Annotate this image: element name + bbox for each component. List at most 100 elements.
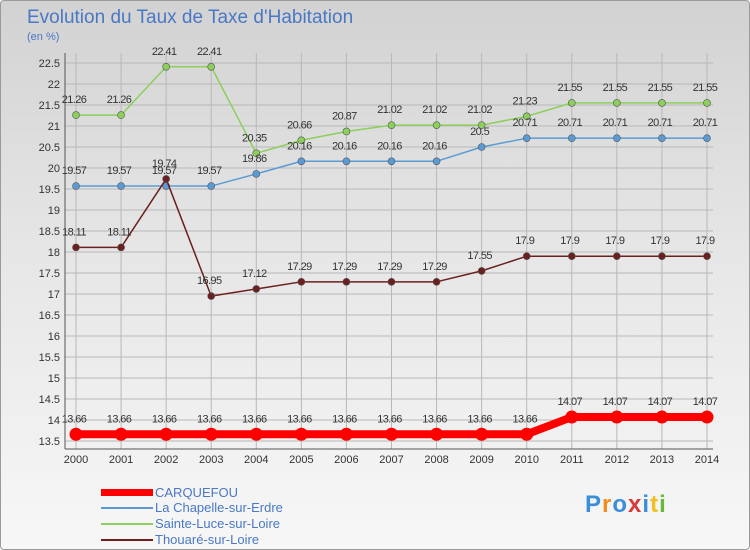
data-point (567, 134, 576, 142)
data-point (520, 427, 534, 441)
series-group (69, 62, 714, 441)
data-label: 20.35 (242, 132, 267, 144)
y-tick-label: 22.5 (39, 58, 60, 70)
data-label: 17.55 (467, 250, 492, 262)
data-point (162, 62, 170, 71)
data-label: 17.29 (422, 261, 447, 273)
data-point (72, 111, 80, 119)
data-point (117, 243, 125, 252)
y-tick-label: 20 (48, 163, 60, 175)
data-point (658, 134, 666, 142)
data-point (658, 99, 666, 107)
data-point (658, 252, 666, 260)
data-point (432, 121, 441, 129)
data-label: 21.26 (62, 94, 87, 106)
data-label: 20.5 (470, 126, 489, 138)
data-point (207, 292, 216, 300)
data-label: 18.11 (62, 226, 86, 238)
data-point (522, 112, 531, 121)
x-tick-label: 2001 (109, 454, 133, 466)
data-label: 14.07 (558, 396, 583, 408)
data-label: 13.66 (467, 413, 492, 425)
x-tick-label: 2011 (560, 454, 584, 466)
data-point (159, 427, 173, 441)
data-label: 21.55 (648, 82, 673, 94)
legend-label: CARQUEFOU (155, 485, 239, 500)
logo-letter: i (642, 491, 651, 518)
data-point (700, 410, 714, 424)
data-label: 22.41 (152, 46, 177, 58)
data-point (475, 427, 489, 441)
data-label: 17.12 (242, 268, 267, 280)
data-point (342, 157, 351, 166)
data-point (342, 278, 351, 286)
x-tick-label: 2013 (650, 454, 674, 466)
data-label: 13.66 (107, 413, 132, 425)
x-tick-label: 2009 (469, 454, 493, 466)
data-point (385, 427, 398, 441)
data-label: 17.9 (650, 235, 669, 247)
data-point (430, 427, 444, 441)
x-tick-label: 2012 (605, 454, 629, 466)
logo-letter: t (650, 491, 660, 518)
y-tick-label: 21 (48, 121, 60, 133)
data-point (703, 99, 711, 107)
data-label: 17.9 (515, 235, 534, 247)
y-tick-label: 16.5 (39, 310, 60, 322)
logo-letter: i (659, 491, 667, 518)
data-point (69, 427, 83, 441)
axes: 13.5 14 14.5 15 15.5 16 16.5 17 17.5 18 18.5 19 19.5… (39, 53, 719, 466)
data-point (432, 278, 441, 286)
data-label: 19.57 (62, 165, 87, 177)
data-point (342, 127, 351, 136)
data-label: 19.74 (152, 158, 177, 170)
data-point (252, 149, 261, 158)
data-point (610, 410, 624, 424)
y-tick-label: 14.5 (39, 394, 60, 406)
data-point (387, 157, 396, 166)
proxiti-logo: Proxiti (585, 491, 667, 519)
y-tick-label: 14 (48, 415, 60, 427)
x-tick-label: 2003 (199, 454, 223, 466)
data-label: 21.55 (558, 82, 583, 94)
legend-swatch (101, 489, 153, 496)
data-label: 17.29 (287, 261, 312, 273)
y-tick-label: 18.5 (39, 226, 60, 238)
data-label: 20.71 (603, 117, 628, 129)
data-label: 19.86 (242, 153, 267, 165)
y-tick-label: 17 (48, 289, 60, 301)
data-label: 20.71 (512, 117, 537, 129)
data-point (207, 62, 216, 71)
data-label: 13.66 (197, 413, 222, 425)
y-tick-label: 19 (48, 205, 60, 217)
data-label: 20.16 (287, 140, 312, 152)
x-tick-label: 2010 (514, 454, 538, 466)
legend-item-thouare-sur-loire: Thouaré-sur-Loire (101, 532, 259, 547)
series-la-chapelle-sur-erdre (72, 134, 711, 190)
data-label: 18.11 (107, 226, 131, 238)
logo-letter: r (602, 491, 613, 518)
data-label: 13.66 (242, 413, 267, 425)
y-tick-label: 21.5 (39, 100, 60, 112)
y-tick-label: 18 (48, 247, 60, 259)
legend-label: La Chapelle-sur-Erdre (155, 500, 283, 515)
logo-letter: x (628, 491, 643, 518)
data-label: 17.9 (560, 235, 579, 247)
data-point (567, 99, 576, 107)
series-sainte-luce-sur-loire (72, 62, 711, 158)
data-point (613, 99, 621, 107)
data-point (297, 278, 306, 286)
data-label: 22.41 (197, 46, 222, 58)
data-label: 19.57 (107, 165, 132, 177)
data-point (297, 157, 306, 166)
legend-swatch (101, 506, 153, 509)
data-label: 20.71 (693, 117, 718, 129)
legend-label: Thouaré-sur-Loire (155, 532, 260, 547)
legend-item-la-chapelle-sur-erdre: La Chapelle-sur-Erdre (101, 500, 283, 515)
data-label: 20.16 (377, 140, 402, 152)
legend-item-carquefou: CARQUEFOU (101, 485, 238, 500)
chart-subtitle: (en %) (27, 31, 60, 43)
data-point (655, 410, 669, 424)
